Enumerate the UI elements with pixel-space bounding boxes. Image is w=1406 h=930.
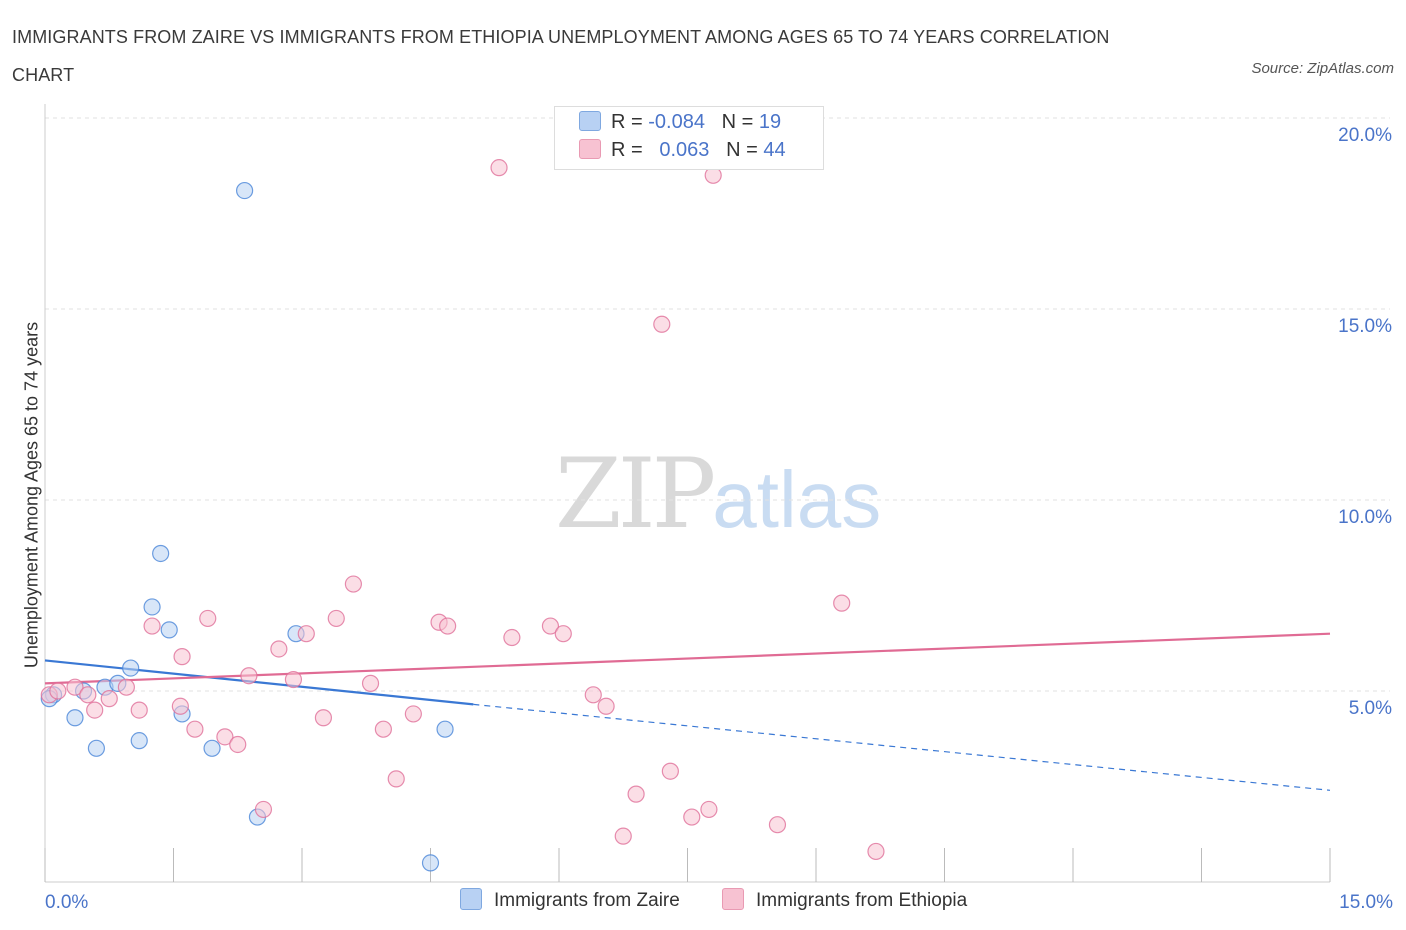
point-ethiopia: [86, 701, 104, 719]
y-axis-label: Unemployment Among Ages 65 to 74 years: [21, 321, 42, 669]
bottom-legend-label-zaire: Immigrants from Zaire: [494, 890, 680, 911]
point-zaire: [436, 720, 454, 738]
point-ethiopia: [284, 670, 303, 689]
point-ethiopia: [229, 735, 247, 754]
x-tick-label: 0.0%: [45, 892, 88, 913]
point-ethiopia: [404, 705, 422, 723]
y-tick-label: 10.0%: [1338, 507, 1392, 528]
point-ethiopia: [240, 667, 258, 685]
point-ethiopia: [199, 609, 217, 628]
point-ethiopia: [216, 728, 234, 746]
data-points: [40, 159, 885, 872]
point-ethiopia: [314, 709, 333, 727]
legend-row-zaire: R = -0.084 N = 19: [579, 111, 781, 137]
point-ethiopia: [503, 628, 521, 647]
grid-lines: [45, 117, 1390, 692]
point-zaire: [66, 709, 84, 727]
point-zaire: [421, 854, 440, 872]
point-ethiopia: [584, 686, 602, 704]
point-ethiopia: [186, 720, 204, 738]
legend-swatch-zaire: [579, 111, 601, 131]
point-ethiopia: [79, 686, 97, 704]
watermark: ZIPatlas: [555, 438, 881, 550]
trend-line-ethiopia: [44, 632, 1331, 685]
watermark-zip: ZIP: [555, 438, 716, 550]
point-zaire: [87, 739, 106, 757]
legend-swatch-ethiopia: [579, 139, 601, 159]
bottom-legend-zaire: Immigrants from Zaire: [460, 888, 680, 912]
point-ethiopia: [614, 827, 632, 845]
point-ethiopia: [661, 762, 679, 780]
chart-title: IMMIGRANTS FROM ZAIRE VS IMMIGRANTS FROM…: [12, 27, 1110, 85]
point-ethiopia: [490, 159, 508, 177]
point-zaire: [143, 598, 161, 616]
trend-line-zaire: [44, 659, 474, 706]
point-ethiopia: [768, 816, 787, 834]
point-ethiopia: [100, 690, 118, 708]
point-ethiopia: [254, 800, 273, 819]
point-ethiopia: [683, 808, 701, 826]
point-zaire: [203, 739, 221, 757]
legend-r-label: R =: [611, 111, 643, 133]
point-ethiopia: [439, 617, 457, 635]
correlation-legend: R = -0.084 N = 19 R = 0.063 N = 44: [554, 106, 824, 170]
point-ethiopia: [554, 625, 572, 643]
bottom-legend-swatch-ethiopia: [722, 888, 744, 910]
legend-row-ethiopia: R = 0.063 N = 44: [579, 139, 786, 165]
x-tick-label: 15.0%: [1339, 892, 1393, 913]
point-zaire: [152, 544, 170, 563]
axes: [44, 104, 1331, 883]
legend-r-value: 0.063: [659, 139, 710, 161]
point-ethiopia: [130, 701, 148, 719]
source-label: Source: ZipAtlas.com: [1251, 60, 1394, 77]
point-ethiopia: [344, 575, 362, 593]
legend-r-value: -0.084: [648, 111, 705, 133]
point-ethiopia: [297, 625, 315, 643]
point-ethiopia: [143, 617, 161, 635]
point-ethiopia: [66, 678, 84, 696]
legend-n-value: 44: [763, 139, 786, 161]
trend-lines: [44, 632, 1331, 791]
point-ethiopia: [541, 617, 560, 635]
point-zaire: [122, 659, 140, 677]
bottom-legend-ethiopia: Immigrants from Ethiopia: [722, 888, 967, 912]
point-zaire: [160, 621, 178, 639]
point-ethiopia: [653, 315, 671, 333]
trend-line-zaire-extension: [473, 703, 1331, 791]
point-ethiopia: [327, 609, 345, 628]
point-ethiopia: [833, 594, 851, 612]
point-ethiopia: [49, 682, 67, 700]
point-ethiopia: [171, 697, 189, 715]
point-ethiopia: [627, 785, 645, 803]
point-ethiopia: [374, 720, 392, 738]
y-tick-label: 5.0%: [1349, 698, 1392, 719]
point-zaire: [130, 732, 148, 750]
point-ethiopia: [270, 640, 288, 658]
point-ethiopia: [700, 800, 718, 819]
point-ethiopia: [173, 648, 191, 666]
tick-labels: 5.0% 10.0% 15.0% 20.0% 0.0% 15.0%: [45, 125, 1393, 913]
point-ethiopia: [117, 678, 135, 696]
point-ethiopia: [361, 674, 380, 692]
point-zaire: [236, 181, 254, 200]
legend-r-label: R =: [611, 139, 643, 161]
legend-n-label: N =: [726, 139, 758, 161]
legend-n-value: 19: [758, 111, 782, 133]
point-ethiopia: [597, 697, 615, 715]
point-ethiopia: [387, 770, 405, 788]
y-tick-label: 20.0%: [1338, 125, 1392, 146]
point-ethiopia: [867, 842, 885, 861]
y-tick-label: 15.0%: [1338, 316, 1392, 337]
bottom-legend-swatch-zaire: [460, 888, 482, 910]
bottom-legend-label-ethiopia: Immigrants from Ethiopia: [756, 890, 968, 911]
legend-n-label: N =: [721, 111, 754, 133]
